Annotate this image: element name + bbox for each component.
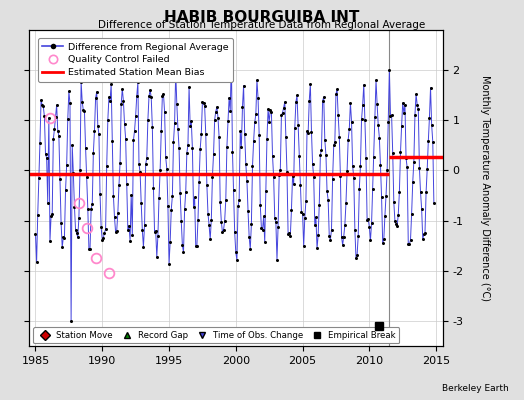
Text: HABIB BOURGUIBA INT: HABIB BOURGUIBA INT	[165, 10, 359, 25]
Text: Difference of Station Temperature Data from Regional Average: Difference of Station Temperature Data f…	[99, 20, 425, 30]
Text: Berkeley Earth: Berkeley Earth	[442, 384, 508, 393]
Y-axis label: Monthly Temperature Anomaly Difference (°C): Monthly Temperature Anomaly Difference (…	[481, 75, 490, 301]
Legend: Station Move, Record Gap, Time of Obs. Change, Empirical Break: Station Move, Record Gap, Time of Obs. C…	[33, 327, 399, 343]
